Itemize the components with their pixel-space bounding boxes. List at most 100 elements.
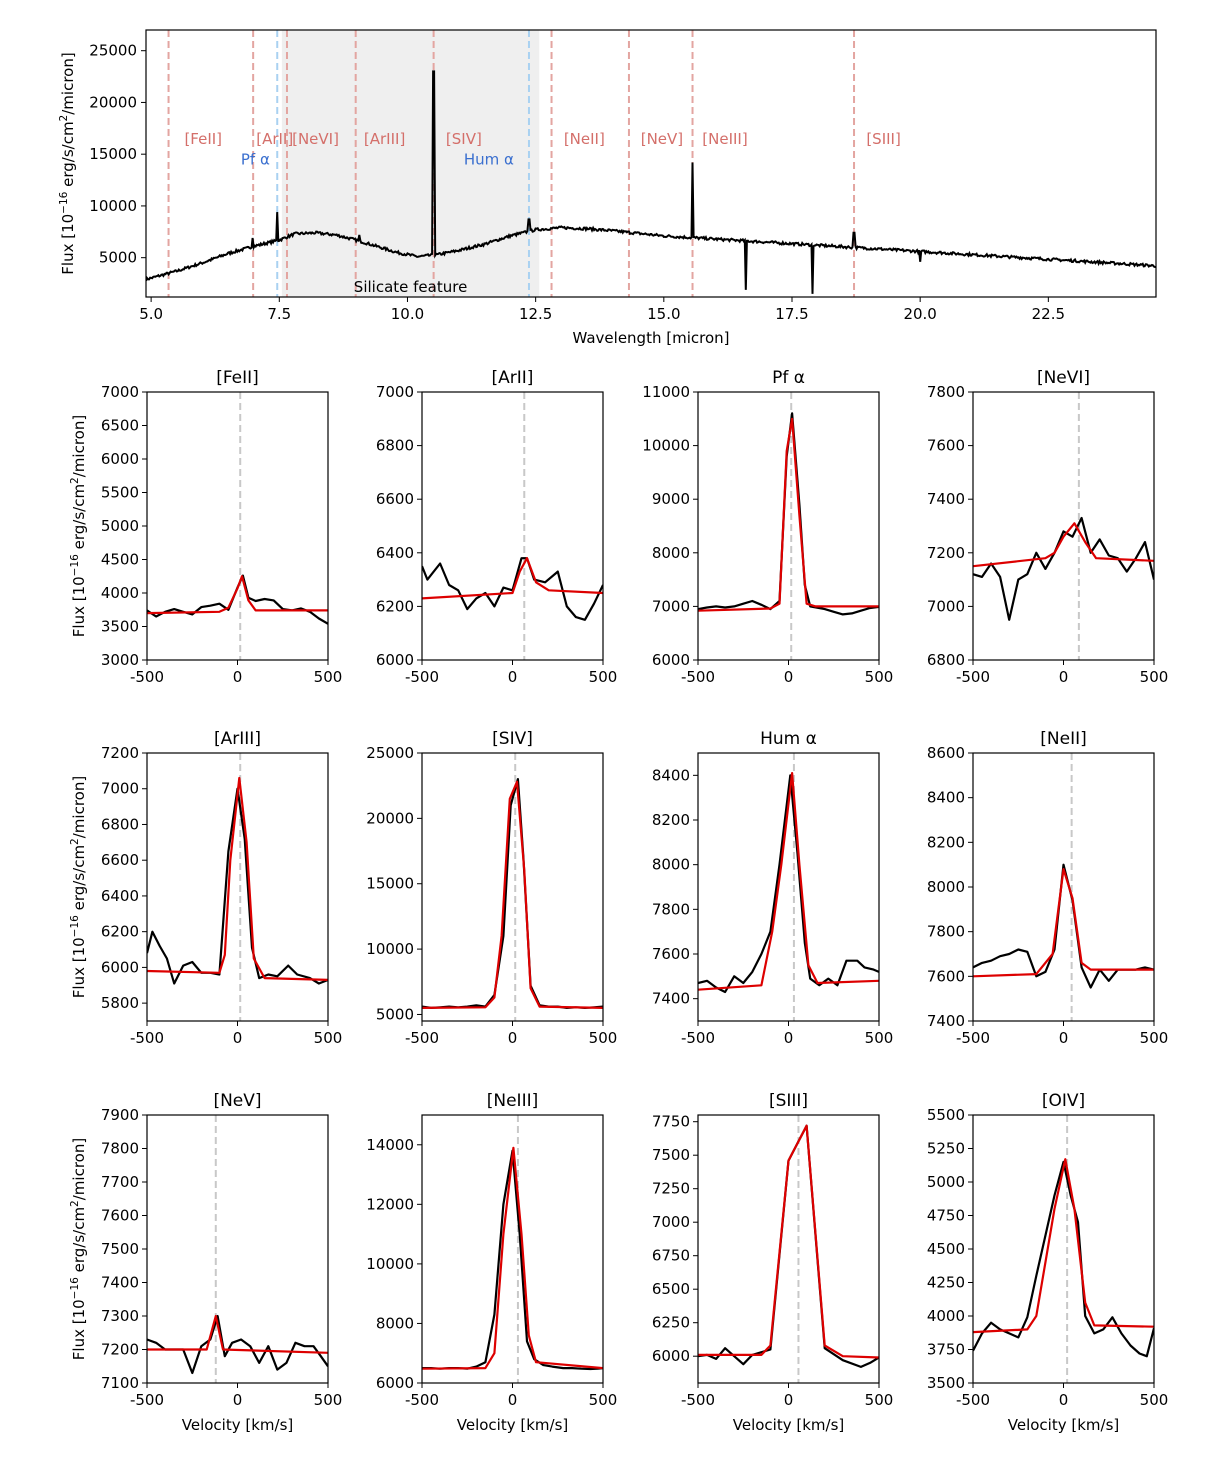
panel-observed-3 [973, 516, 1154, 621]
silicate-label: Silicate feature [354, 278, 468, 296]
panel-7-ytick-label-6: 8600 [927, 744, 965, 762]
panel-title-0: [FeII] [216, 368, 259, 388]
panel-0-xtick-label-0: -500 [130, 668, 164, 686]
panel-2-xtick-label-0: -500 [681, 668, 715, 686]
panel-8-ytick-label-5: 7600 [101, 1207, 139, 1225]
panel-2-ytick-label-5: 11000 [642, 383, 690, 401]
panel-11-xtick-label-2: 500 [1140, 1391, 1169, 1409]
panel-curves-6 [698, 772, 879, 994]
panel-6: Hum α -500 0 500 7400 7600 7800 8000 8200 8400 [652, 729, 894, 1047]
panel-fit-8 [147, 1314, 328, 1354]
panel-10-ytick-label-0: 6000 [652, 1347, 690, 1365]
panel-4-ytick-label-7: 7200 [101, 744, 139, 762]
top-xtick-label-1: 7.5 [267, 305, 291, 323]
panel-curves-1 [422, 557, 603, 621]
panel-10-ytick-label-5: 7250 [652, 1180, 690, 1198]
panel-2-xtick-label-1: 0 [784, 668, 794, 686]
panel-3-ytick-label-0: 6800 [927, 651, 965, 669]
panel-2-ytick-label-2: 8000 [652, 544, 690, 562]
panel-2-ytick-label-1: 7000 [652, 597, 690, 615]
panel-6-xtick-label-0: -500 [681, 1029, 715, 1047]
panel-6-ytick-label-0: 7400 [652, 990, 690, 1008]
panel-10-ytick-label-1: 6250 [652, 1314, 690, 1332]
panel-4-ytick-label-4: 6600 [101, 851, 139, 869]
panel-7: [NeII] -500 0 500 7400 7600 7800 8000 8200 8400 86… [927, 729, 1169, 1047]
top-ytick-label-2: 15000 [89, 145, 137, 163]
panel-4-xtick-label-2: 500 [314, 1029, 343, 1047]
line-label-0: [FeII] [184, 130, 222, 148]
panel-title-3: [NeVI] [1037, 368, 1090, 388]
panel-1-xtick-label-1: 0 [508, 668, 518, 686]
panel-5: [SIV] -500 0 500 5000 10000 15000 20000 25000 [366, 729, 617, 1047]
top-xlabel: Wavelength [micron] [572, 329, 729, 347]
panel-3-xtick-label-1: 0 [1059, 668, 1069, 686]
panel-0-ytick-label-2: 4000 [101, 584, 139, 602]
panel-9-xtick-label-2: 500 [589, 1391, 618, 1409]
panel-9-ytick-label-2: 10000 [366, 1255, 414, 1273]
panel-frame-3 [972, 391, 1155, 661]
panel-0-ylabel: Flux [10−16 erg/s/cm2/micron] [69, 415, 88, 637]
panel-11-xlabel: Velocity [km/s] [1008, 1416, 1119, 1434]
panel-4-ytick-label-5: 6800 [101, 815, 139, 833]
top-xtick-label-0: 5.0 [139, 305, 163, 323]
panel-observed-0 [147, 574, 328, 625]
panel-3: [NeVI] -500 0 500 6800 7000 7200 7400 7600 7800 [927, 368, 1169, 686]
panel-observed-5 [422, 778, 603, 1009]
panel-5-ytick-label-1: 10000 [366, 940, 414, 958]
panel-6-ytick-label-2: 7800 [652, 900, 690, 918]
panel-0-ytick-label-5: 5500 [101, 484, 139, 502]
panel-8-ytick-label-0: 7100 [101, 1374, 139, 1392]
panel-9-ytick-label-4: 14000 [366, 1136, 414, 1154]
panel-10-ytick-label-7: 7750 [652, 1113, 690, 1131]
panel-8: [NeV] -500 0 500 7100 7200 7300 7400 7500 7600 770… [69, 1091, 342, 1434]
panel-10-ytick-label-2: 6500 [652, 1280, 690, 1298]
panel-11-ytick-label-4: 4500 [927, 1240, 965, 1258]
panel-0-xtick-label-2: 500 [314, 668, 343, 686]
top-ytick-label-0: 5000 [99, 249, 137, 267]
panel-curves-8 [147, 1314, 328, 1375]
line-label-3: [NeVI] [292, 130, 339, 148]
panel-2-ytick-label-0: 6000 [652, 651, 690, 669]
panel-1: [ArII] -500 0 500 6000 6200 6400 6600 6800 7000 [376, 368, 618, 686]
panel-11-ytick-label-1: 3750 [927, 1341, 965, 1359]
panel-3-ytick-label-1: 7000 [927, 597, 965, 615]
panel-curves-10 [698, 1124, 879, 1368]
panel-1-ytick-label-2: 6400 [376, 544, 414, 562]
line-label-10: [SIII] [866, 130, 901, 148]
panel-0-xtick-label-1: 0 [233, 668, 243, 686]
panel-4-ytick-label-6: 7000 [101, 780, 139, 798]
panel-0-ytick-label-7: 6500 [101, 417, 139, 435]
panel-title-10: [SIII] [769, 1091, 808, 1111]
panel-fit-5 [422, 780, 603, 1009]
panel-3-ytick-label-2: 7200 [927, 544, 965, 562]
panel-1-ytick-label-3: 6600 [376, 490, 414, 508]
panel-fit-4 [147, 776, 328, 981]
panel-5-ytick-label-4: 25000 [366, 744, 414, 762]
line-label-1: [ArII] [256, 130, 293, 148]
line-label-9: [NeIII] [702, 130, 747, 148]
panel-3-ytick-label-3: 7400 [927, 490, 965, 508]
panel-9-xlabel: Velocity [km/s] [457, 1416, 568, 1434]
panel-frame-8 [146, 1114, 329, 1384]
panel-observed-9 [422, 1149, 603, 1371]
panel-10-ytick-label-6: 7500 [652, 1146, 690, 1164]
panel-curves-4 [147, 776, 328, 985]
panel-0-ytick-label-4: 5000 [101, 517, 139, 535]
panel-2-xtick-label-2: 500 [865, 668, 894, 686]
panel-6-xtick-label-1: 0 [784, 1029, 794, 1047]
panel-11-ytick-label-7: 5250 [927, 1140, 965, 1158]
panel-frame-10 [697, 1114, 880, 1384]
panel-11-ytick-label-6: 5000 [927, 1173, 965, 1191]
panel-8-ytick-label-3: 7400 [101, 1274, 139, 1292]
spectrum-line [146, 70, 1156, 294]
panel-observed-8 [147, 1314, 328, 1375]
panel-11-xtick-label-1: 0 [1059, 1391, 1069, 1409]
panel-fit-2 [698, 417, 879, 612]
panel-curves-7 [973, 863, 1154, 989]
panel-9-ytick-label-1: 8000 [376, 1314, 414, 1332]
panel-8-ytick-label-8: 7900 [101, 1106, 139, 1124]
line-label-4: [ArIII] [364, 130, 405, 148]
panel-title-9: [NeIII] [487, 1091, 538, 1111]
panel-1-xtick-label-0: -500 [405, 668, 439, 686]
